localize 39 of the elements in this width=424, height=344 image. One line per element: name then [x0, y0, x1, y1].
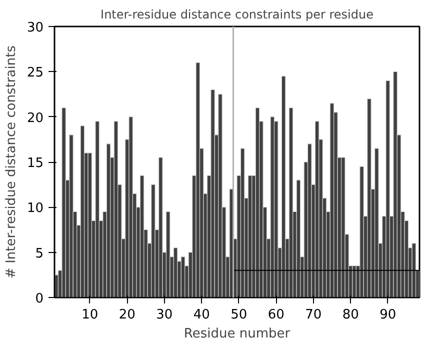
- bar: [367, 98, 372, 298]
- x-tick-label: 80: [342, 308, 359, 322]
- bar: [270, 116, 275, 298]
- y-tick-label: 15: [26, 156, 44, 171]
- bar: [393, 71, 398, 298]
- x-tick-label: 40: [193, 308, 210, 322]
- y-tick-label: 25: [26, 66, 44, 81]
- bar: [386, 80, 390, 298]
- bar: [80, 126, 85, 298]
- bar: [196, 62, 200, 298]
- bar: [218, 94, 222, 298]
- bar: [158, 157, 163, 298]
- bar: [340, 157, 346, 298]
- bar: [210, 89, 215, 298]
- x-tick-label: 10: [82, 308, 98, 322]
- x-tick-label: 20: [118, 308, 136, 322]
- x-tick-label: 90: [380, 308, 396, 322]
- bar: [151, 184, 156, 298]
- y-tick-label: 0: [35, 292, 44, 306]
- y-tick-label: 5: [35, 246, 44, 262]
- y-axis-title: # Inter-residue distance constraints: [4, 45, 19, 278]
- bar: [62, 108, 66, 298]
- y-tick-label: 20: [26, 110, 44, 126]
- bar: [360, 166, 364, 298]
- x-tick-label: 30: [156, 308, 173, 322]
- bar: [374, 148, 379, 298]
- x-tick-label: 50: [230, 308, 248, 322]
- x-tick-label: 60: [268, 308, 284, 322]
- bar: [166, 211, 170, 298]
- chart-title: Inter-residue distance constraints per residue: [100, 8, 374, 22]
- bar: [128, 116, 134, 298]
- y-tick-label: 30: [26, 20, 44, 36]
- bar: [69, 134, 74, 298]
- y-tick-label: 10: [26, 201, 44, 216]
- bar: [95, 121, 100, 298]
- bar: [412, 243, 416, 298]
- x-axis-title: Residue number: [184, 326, 291, 342]
- bar: [88, 152, 92, 298]
- x-tick-label: 70: [305, 308, 322, 322]
